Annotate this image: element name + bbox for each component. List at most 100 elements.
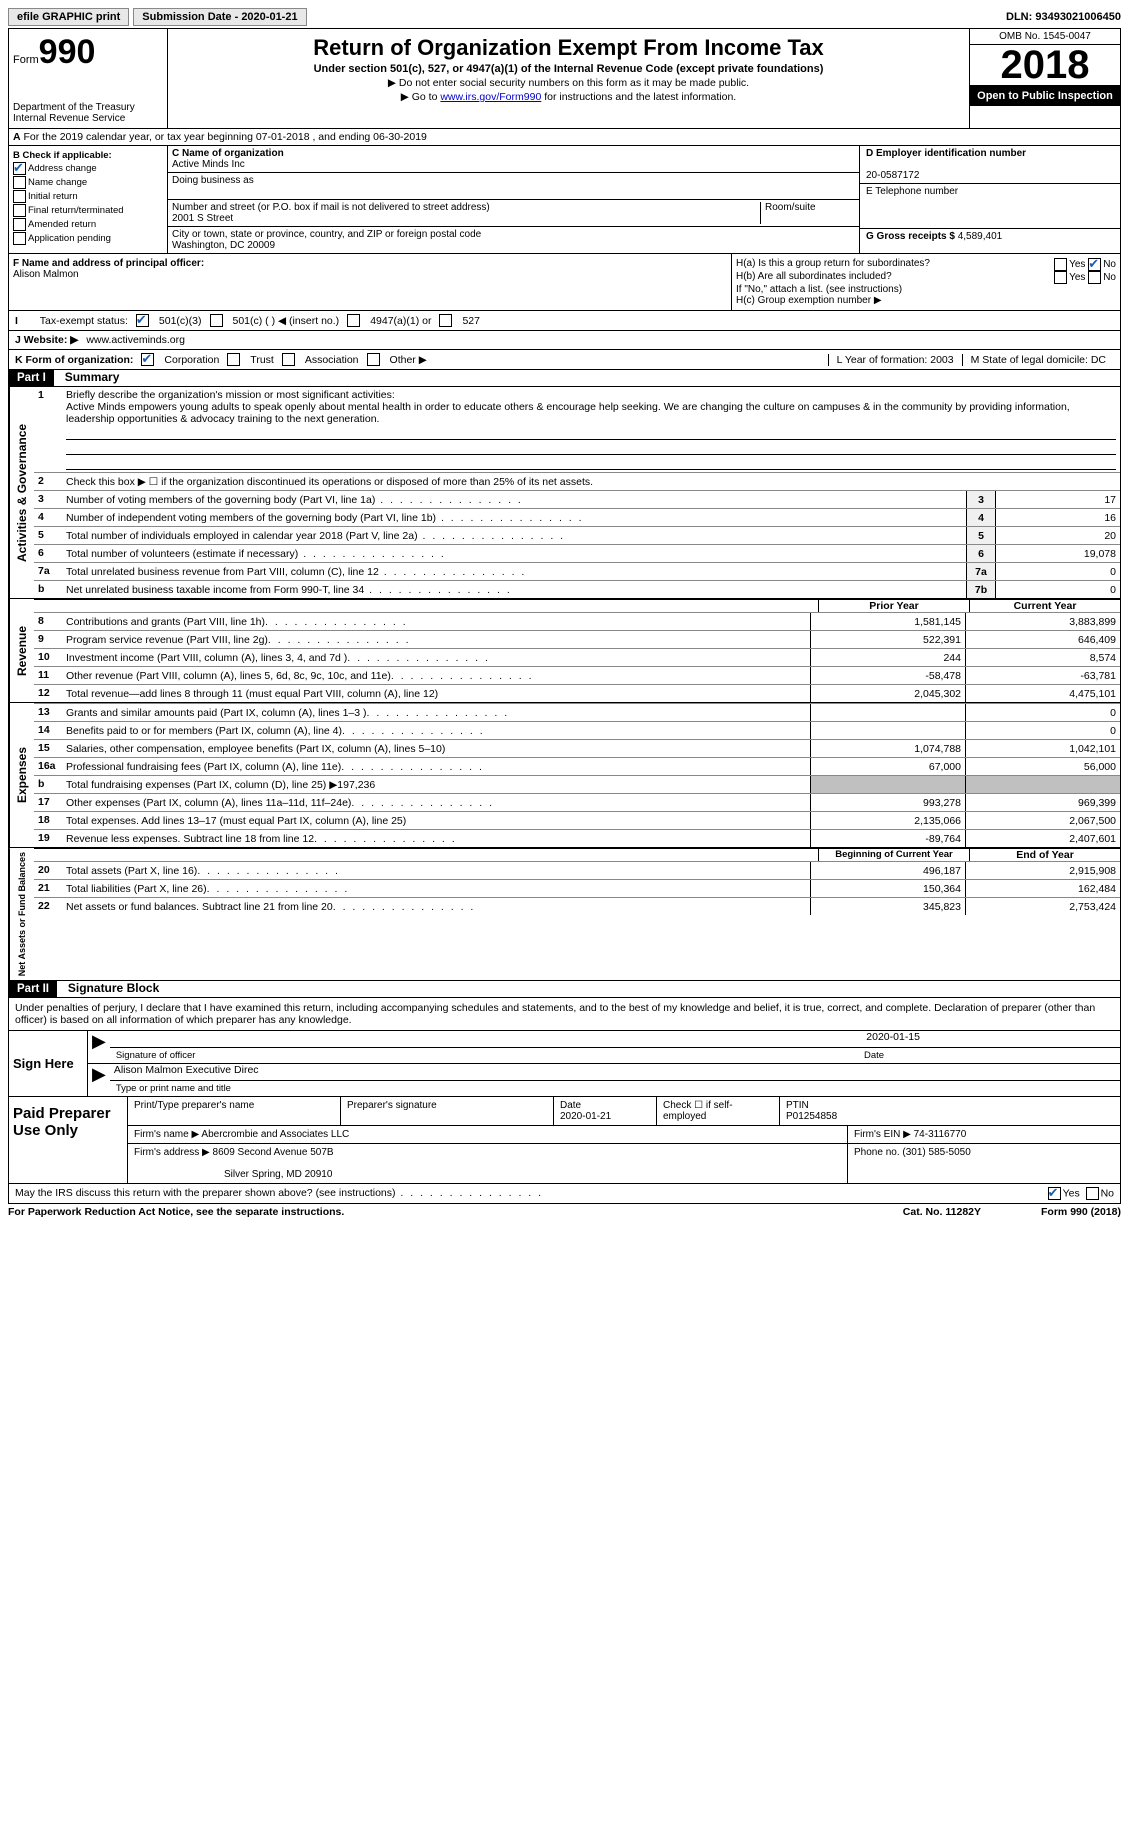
k-label: K Form of organization:: [15, 354, 133, 366]
org-name: Active Minds Inc: [172, 159, 245, 170]
cb-527[interactable]: [439, 314, 452, 327]
footer-right: Form 990 (2018): [1041, 1206, 1121, 1218]
cb-4947[interactable]: [347, 314, 360, 327]
note-link: ▶ Go to www.irs.gov/Form990 for instruct…: [172, 91, 965, 103]
firm-addr-cell: Firm's address ▶ 8609 Second Avenue 507B…: [128, 1144, 848, 1183]
c11: -63,781: [965, 667, 1120, 684]
line17: Other expenses (Part IX, column (A), lin…: [66, 794, 810, 811]
line18: Total expenses. Add lines 13–17 (must eq…: [66, 812, 810, 829]
c9: 646,409: [965, 631, 1120, 648]
mission-text: Active Minds empowers young adults to sp…: [66, 401, 1070, 425]
opt-501c: 501(c) ( ) ◀ (insert no.): [233, 315, 340, 327]
p8: 1,581,145: [810, 613, 965, 630]
c12: 4,475,101: [965, 685, 1120, 702]
line7a: Total unrelated business revenue from Pa…: [66, 564, 966, 580]
preparer-block: Paid Preparer Use Only Print/Type prepar…: [8, 1097, 1121, 1184]
m-state: M State of legal domicile: DC: [962, 354, 1114, 366]
p19: -89,764: [810, 830, 965, 847]
c-city-block: City or town, state or province, country…: [168, 227, 859, 253]
cb-final-return[interactable]: Final return/terminated: [13, 204, 163, 217]
opt-527: 527: [462, 315, 480, 327]
c19: 2,407,601: [965, 830, 1120, 847]
p18: 2,135,066: [810, 812, 965, 829]
cb-amended[interactable]: Amended return: [13, 218, 163, 231]
footer-row: For Paperwork Reduction Act Notice, see …: [8, 1204, 1121, 1218]
p9: 522,391: [810, 631, 965, 648]
p20: 496,187: [810, 862, 965, 879]
part2-badge: Part II: [9, 981, 57, 997]
c18: 2,067,500: [965, 812, 1120, 829]
note-ssn: ▶ Do not enter social security numbers o…: [172, 77, 965, 89]
cb-501c3[interactable]: [136, 314, 149, 327]
ein-label: D Employer identification number: [866, 148, 1026, 159]
col-h: H(a) Is this a group return for subordin…: [731, 254, 1120, 310]
cb-initial-return[interactable]: Initial return: [13, 190, 163, 203]
col-f: F Name and address of principal officer:…: [9, 254, 731, 310]
opt-501c3: 501(c)(3): [159, 315, 202, 327]
cb-trust[interactable]: [227, 353, 240, 366]
firm-ein-cell: Firm's EIN ▶ 74-3116770: [848, 1126, 1120, 1143]
cb-name-change[interactable]: Name change: [13, 176, 163, 189]
hb-text: H(b) Are all subordinates included?: [736, 271, 1016, 284]
section-fh: F Name and address of principal officer:…: [8, 254, 1121, 311]
line7b: Net unrelated business taxable income fr…: [66, 582, 966, 598]
sig-date-label: Date: [858, 1048, 1120, 1063]
dba-label: Doing business as: [172, 175, 254, 186]
row-a-text: For the 2019 calendar year, or tax year …: [24, 131, 427, 143]
v4: 16: [995, 509, 1120, 526]
cb-assoc[interactable]: [282, 353, 295, 366]
cb-corp[interactable]: [141, 353, 154, 366]
line10: Investment income (Part VIII, column (A)…: [66, 649, 810, 666]
end-year-hdr: End of Year: [969, 849, 1120, 861]
signature-block: Under penalties of perjury, I declare th…: [8, 998, 1121, 1097]
opt-trust: Trust: [250, 354, 274, 366]
mission-blank-lines: [66, 425, 1116, 470]
sig-declaration: Under penalties of perjury, I declare th…: [9, 998, 1120, 1030]
c8: 3,883,899: [965, 613, 1120, 630]
part1-netassets: Net Assets or Fund Balances Beginning of…: [8, 848, 1121, 981]
v7b: 0: [995, 581, 1120, 598]
efile-print-button[interactable]: efile GRAPHIC print: [8, 8, 129, 26]
l-year: L Year of formation: 2003: [828, 354, 962, 366]
line8: Contributions and grants (Part VIII, lin…: [66, 613, 810, 630]
officer-name-title: Alison Malmon Executive Direc: [110, 1064, 1120, 1081]
section-bcd: B Check if applicable: Address change Na…: [8, 146, 1121, 254]
row-j: J Website: ▶ www.activeminds.org: [8, 331, 1121, 350]
cb-application[interactable]: Application pending: [13, 232, 163, 245]
v3: 17: [995, 491, 1120, 508]
f-label: F Name and address of principal officer:: [13, 258, 204, 269]
opt-other: Other ▶: [390, 354, 427, 366]
cb-other[interactable]: [367, 353, 380, 366]
row-k: K Form of organization: Corporation Trus…: [8, 350, 1121, 370]
p11: -58,478: [810, 667, 965, 684]
opt-corp: Corporation: [164, 354, 219, 366]
officer-name: Alison Malmon: [13, 269, 79, 280]
toolbar: efile GRAPHIC print Submission Date - 20…: [8, 8, 1121, 26]
c22: 2,753,424: [965, 898, 1120, 915]
header-right: OMB No. 1545-0047 2018 Open to Public In…: [969, 29, 1120, 128]
line2: Check this box ▶ ☐ if the organization d…: [66, 474, 1120, 490]
dept-irs: Internal Revenue Service: [13, 113, 163, 124]
ein-value: 20-0587172: [866, 170, 919, 181]
c13: 0: [965, 704, 1120, 721]
inspection-label: Open to Public Inspection: [970, 86, 1120, 106]
c-name-block: C Name of organization Active Minds Inc: [168, 146, 859, 173]
receipts-value: 4,589,401: [958, 231, 1003, 242]
part2-title: Signature Block: [60, 981, 159, 995]
line11: Other revenue (Part VIII, column (A), li…: [66, 667, 810, 684]
p10: 244: [810, 649, 965, 666]
line9: Program service revenue (Part VIII, line…: [66, 631, 810, 648]
cb-address-change[interactable]: Address change: [13, 162, 163, 175]
ha-answer: Yes No: [1016, 258, 1116, 271]
prep-name-label: Print/Type preparer's name: [128, 1097, 341, 1125]
tax-year: 2018: [970, 45, 1120, 86]
sig-officer-label: Signature of officer: [110, 1048, 858, 1063]
irs-link[interactable]: www.irs.gov/Form990: [440, 91, 541, 103]
line20: Total assets (Part X, line 16): [66, 862, 810, 879]
sign-here-label: Sign Here: [9, 1031, 87, 1096]
form-subtitle: Under section 501(c), 527, or 4947(a)(1)…: [172, 63, 965, 75]
submission-date-button[interactable]: Submission Date - 2020-01-21: [133, 8, 306, 26]
cb-501c[interactable]: [210, 314, 223, 327]
header-left: Form990 Department of the Treasury Inter…: [9, 29, 168, 128]
footer-left: For Paperwork Reduction Act Notice, see …: [8, 1206, 344, 1218]
